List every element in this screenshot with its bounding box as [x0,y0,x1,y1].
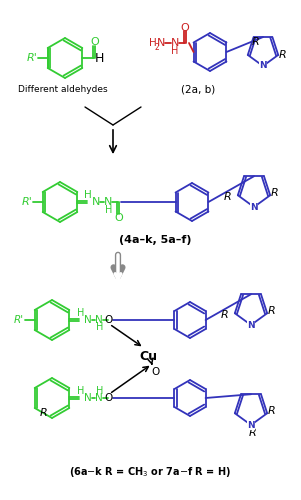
Text: H: H [171,46,179,56]
Text: 2: 2 [155,42,159,51]
Text: R: R [249,428,257,438]
Text: N: N [157,38,165,48]
Text: R: R [221,310,229,320]
Text: R: R [252,37,259,47]
Text: N: N [85,315,92,325]
Text: R': R' [26,53,37,63]
Text: N: N [259,62,267,70]
Text: Cu: Cu [139,350,157,362]
Text: N: N [104,197,113,207]
Text: N: N [171,38,179,48]
Text: (6a$-$k R = CH$_3$ or 7a$-$f R = H): (6a$-$k R = CH$_3$ or 7a$-$f R = H) [69,465,231,479]
Text: N: N [92,197,101,207]
Text: H: H [96,322,103,332]
Text: O: O [114,213,123,223]
Text: (2a, b): (2a, b) [181,85,215,95]
Text: O: O [90,37,99,47]
Text: Different aldehydes: Different aldehydes [18,86,108,94]
Text: H: H [149,38,157,48]
Text: O: O [104,393,113,403]
Text: R: R [267,306,275,316]
Text: H: H [77,308,84,318]
Text: R': R' [21,197,32,207]
Text: (4a–k, 5a–f): (4a–k, 5a–f) [119,235,191,245]
Text: H: H [96,386,103,396]
Text: O: O [181,23,189,33]
Text: R: R [224,192,232,202]
Text: N: N [250,202,258,211]
Text: R: R [270,188,278,198]
Text: H: H [85,190,92,200]
Text: R: R [278,50,286,60]
Text: O: O [152,367,160,377]
Text: R': R' [14,315,24,325]
Text: N: N [247,420,255,430]
Text: H: H [77,386,84,396]
Text: N: N [95,315,103,325]
Text: N: N [247,320,255,330]
Text: N: N [85,393,92,403]
Text: H: H [105,205,112,215]
Text: R: R [267,406,275,416]
Text: H: H [95,52,104,64]
Text: N: N [95,393,103,403]
Text: R: R [40,408,48,418]
Text: O: O [104,315,113,325]
